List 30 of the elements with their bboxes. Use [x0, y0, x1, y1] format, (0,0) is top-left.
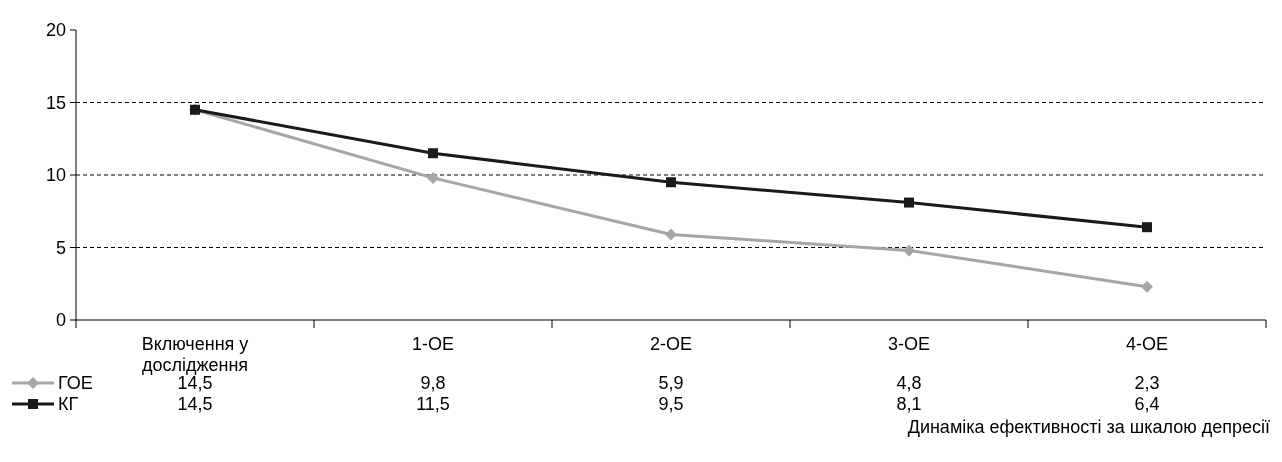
- y-tick-label: 10: [45, 165, 66, 186]
- x-tick-label: Включення у дослідження: [141, 334, 249, 375]
- data-label: 2,3: [1134, 373, 1160, 394]
- y-tick-label: 0: [55, 310, 66, 331]
- point: [904, 197, 914, 208]
- x-tick-label: 4-ОЕ: [1125, 334, 1169, 354]
- x-tick-label: 1-ОЕ: [411, 334, 455, 354]
- point: [1141, 280, 1153, 293]
- point: [427, 171, 439, 184]
- x-tick-label: 2-ОЕ: [649, 334, 693, 354]
- point: [428, 148, 438, 159]
- y-tick-label: 15: [45, 92, 66, 113]
- legend-label: ГОЕ: [58, 373, 93, 394]
- point: [665, 228, 677, 241]
- data-label: 9,8: [420, 373, 446, 394]
- point: [903, 244, 915, 257]
- data-label: 8,1: [896, 394, 922, 415]
- x-tick-label: 3-ОЕ: [887, 334, 931, 354]
- data-label: 14,5: [177, 394, 213, 415]
- data-label: 9,5: [658, 394, 684, 415]
- data-label: 11,5: [416, 394, 450, 415]
- data-label: 4,8: [896, 373, 922, 394]
- legend-label: КГ: [58, 394, 79, 415]
- data-label: 6,4: [1134, 394, 1160, 415]
- point: [1142, 222, 1152, 233]
- x-axis-title: Динаміка ефективності за шкалою депресії: [907, 417, 1270, 437]
- point: [666, 177, 676, 188]
- data-label: 5,9: [658, 373, 684, 394]
- y-tick-label: 20: [45, 20, 66, 41]
- y-tick-label: 5: [55, 237, 66, 258]
